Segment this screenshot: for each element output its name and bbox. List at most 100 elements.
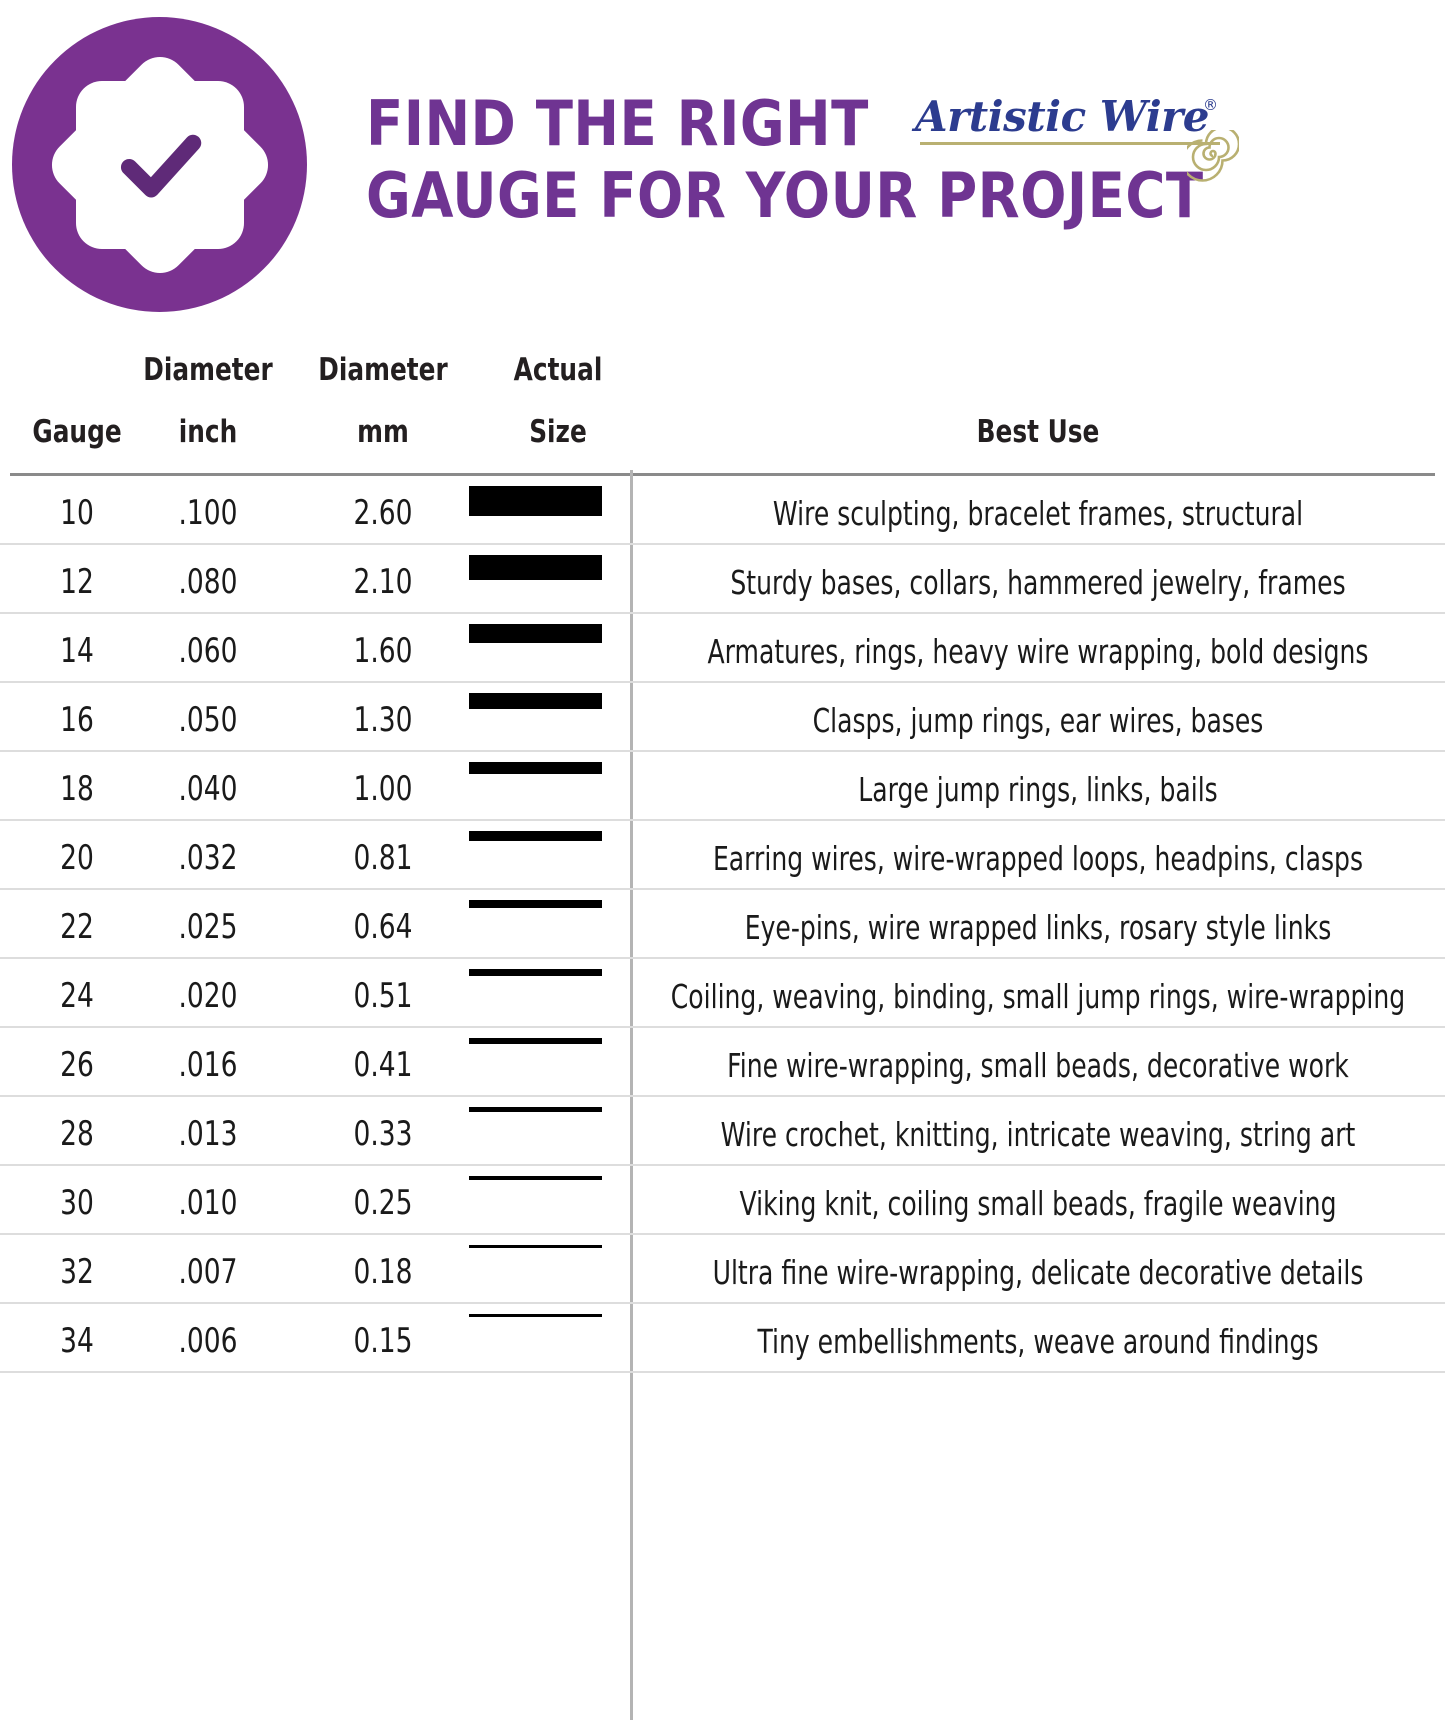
header-size: Size: [529, 414, 587, 450]
cell-diameter-mm: 0.33: [353, 1114, 413, 1154]
table-row: 22 .025 0.64 Eye-pins, wire wrapped links, …: [0, 890, 1445, 959]
actual-size-bar: [469, 555, 602, 580]
cell-diameter-inch: .020: [178, 976, 238, 1016]
header-best-use: Best Use: [976, 414, 1100, 450]
cell-best-use: Armatures, rings, heavy wire wrapping, b…: [707, 632, 1369, 671]
cell-gauge: 16: [60, 700, 94, 740]
cell-diameter-mm: 0.18: [353, 1252, 413, 1292]
table-header-lower: Gauge inch mm Size Best Use: [0, 414, 1445, 474]
logo-underline: [920, 142, 1220, 145]
cell-diameter-mm: 0.15: [353, 1321, 413, 1361]
cell-diameter-mm: 0.25: [353, 1183, 413, 1223]
table-row: 18 .040 1.00 Large jump rings, links, bails: [0, 752, 1445, 821]
table-row: 10 .100 2.60 Wire sculpting, bracelet frame…: [0, 476, 1445, 545]
header-divider: [10, 473, 1435, 476]
cell-best-use: Tiny embellishments, weave around findin…: [757, 1322, 1319, 1361]
cell-best-use: Wire crochet, knitting, intricate weavin…: [720, 1115, 1356, 1154]
cell-diameter-inch: .006: [178, 1321, 238, 1361]
cell-diameter-inch: .013: [178, 1114, 238, 1154]
cell-gauge: 24: [60, 976, 94, 1016]
cell-best-use: Coiling, weaving, binding, small jump ri…: [670, 977, 1406, 1016]
registered-mark: ®: [1203, 96, 1218, 114]
header-gauge: Gauge: [32, 414, 122, 450]
header-diameter-inch-top: Diameter: [143, 352, 273, 388]
cell-diameter-inch: .007: [178, 1252, 238, 1292]
cell-gauge: 14: [60, 631, 94, 671]
cell-best-use: Wire sculpting, bracelet frames, structu…: [772, 494, 1304, 533]
actual-size-bar: [469, 900, 602, 908]
actual-size-bar: [469, 1038, 602, 1044]
table-row: 28 .013 0.33 Wire crochet, knitting, intric…: [0, 1097, 1445, 1166]
cell-gauge: 30: [60, 1183, 94, 1223]
cell-best-use: Fine wire-wrapping, small beads, decorat…: [727, 1046, 1349, 1085]
cell-gauge: 20: [60, 838, 94, 878]
cell-best-use: Clasps, jump rings, ear wires, bases: [812, 701, 1264, 740]
cell-diameter-mm: 1.30: [353, 700, 413, 740]
cell-best-use: Sturdy bases, collars, hammered jewelry,…: [730, 563, 1346, 602]
cell-best-use: Ultra fine wire-wrapping, delicate decor…: [712, 1253, 1364, 1292]
table-row: 12 .080 2.10 Sturdy bases, collars, hammere…: [0, 545, 1445, 614]
header-inch: inch: [178, 414, 238, 450]
cell-gauge: 18: [60, 769, 94, 809]
cell-best-use: Earring wires, wire-wrapped loops, headp…: [712, 839, 1364, 878]
cell-diameter-mm: 2.60: [353, 493, 413, 533]
actual-size-bar: [469, 1176, 602, 1180]
cell-gauge: 32: [60, 1252, 94, 1292]
title-line-2: GAUGE FOR YOUR PROJECT: [366, 159, 1204, 232]
cell-gauge: 12: [60, 562, 94, 602]
actual-size-bar: [469, 762, 602, 774]
cell-diameter-mm: 0.81: [353, 838, 413, 878]
cell-diameter-mm: 2.10: [353, 562, 413, 602]
cell-diameter-inch: .025: [178, 907, 238, 947]
cell-diameter-inch: .100: [178, 493, 238, 533]
cell-diameter-inch: .060: [178, 631, 238, 671]
cell-diameter-mm: 1.60: [353, 631, 413, 671]
table-header-upper: Diameter Diameter Actual: [0, 352, 1445, 414]
cell-gauge: 22: [60, 907, 94, 947]
title-line-1: FIND THE RIGHT: [366, 87, 869, 160]
table-row: 26 .016 0.41 Fine wire-wrapping, small bead…: [0, 1028, 1445, 1097]
page-header: FIND THE RIGHT GAUGE FOR YOUR PROJECT Ar…: [0, 0, 1445, 350]
actual-size-bar: [469, 486, 602, 516]
cell-diameter-inch: .032: [178, 838, 238, 878]
table-row: 34 .006 0.15 Tiny embellishments, weave aro…: [0, 1304, 1445, 1373]
header-mm: mm: [357, 414, 409, 450]
header-diameter-mm-top: Diameter: [318, 352, 448, 388]
cell-diameter-mm: 1.00: [353, 769, 413, 809]
actual-size-bar: [469, 1107, 602, 1112]
cell-diameter-inch: .050: [178, 700, 238, 740]
cell-best-use: Eye-pins, wire wrapped links, rosary sty…: [744, 908, 1332, 947]
cell-gauge: 34: [60, 1321, 94, 1361]
actual-size-bar: [469, 624, 602, 643]
table-body: 10 .100 2.60 Wire sculpting, bracelet frame…: [0, 476, 1445, 1373]
page-title: FIND THE RIGHT GAUGE FOR YOUR PROJECT: [366, 88, 1366, 232]
table-row: 24 .020 0.51 Coiling, weaving, binding, sma…: [0, 959, 1445, 1028]
check-badge: [12, 17, 307, 312]
cell-diameter-inch: .010: [178, 1183, 238, 1223]
actual-size-bar: [469, 1314, 602, 1317]
header-actual-top: Actual: [513, 352, 603, 388]
actual-size-bar: [469, 1245, 602, 1248]
cell-gauge: 26: [60, 1045, 94, 1085]
table-row: 20 .032 0.81 Earring wires, wire-wrapped lo…: [0, 821, 1445, 890]
cell-diameter-inch: .040: [178, 769, 238, 809]
cell-gauge: 28: [60, 1114, 94, 1154]
cell-diameter-mm: 0.51: [353, 976, 413, 1016]
cell-diameter-inch: .080: [178, 562, 238, 602]
actual-size-bar: [469, 831, 602, 841]
artistic-wire-logo: Artistic Wire ®: [915, 92, 1239, 182]
check-icon: [120, 134, 201, 197]
cell-diameter-mm: 0.41: [353, 1045, 413, 1085]
gauge-table: Diameter Diameter Actual Gauge inch mm S…: [0, 352, 1445, 1720]
cell-best-use: Viking knit, coiling small beads, fragil…: [739, 1184, 1337, 1223]
table-row: 32 .007 0.18 Ultra fine wire-wrapping, deli…: [0, 1235, 1445, 1304]
cell-gauge: 10: [60, 493, 94, 533]
rosette-shape: [40, 45, 279, 284]
table-row: 30 .010 0.25 Viking knit, coiling small bea…: [0, 1166, 1445, 1235]
logo-wordmark: Artistic Wire: [915, 92, 1210, 141]
cell-diameter-inch: .016: [178, 1045, 238, 1085]
actual-size-bar: [469, 693, 602, 709]
cell-diameter-mm: 0.64: [353, 907, 413, 947]
table-row: 14 .060 1.60 Armatures, rings, heavy wire w…: [0, 614, 1445, 683]
actual-size-bar: [469, 969, 602, 976]
